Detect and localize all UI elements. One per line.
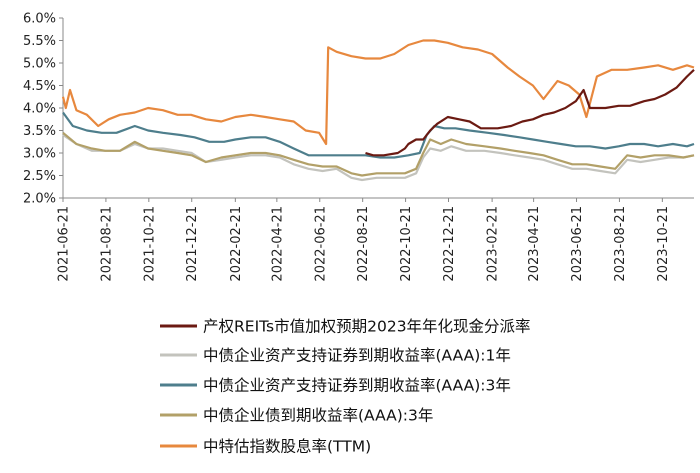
x-tick-label: 2022-02-21: [229, 206, 244, 282]
legend-label-4: 中特估指数股息率(TTM): [203, 438, 371, 456]
y-tick-label: 2.5%: [23, 169, 56, 184]
x-tick-label: 2021-06-21: [57, 206, 72, 282]
legend: 产权REITs市值加权预期2023年年化现金分派率中债企业资产支持证券到期收益率…: [160, 318, 531, 456]
series-line-2: [62, 111, 695, 159]
legend-label-3: 中债企业债到期收益率(AAA):3年: [203, 407, 433, 425]
y-tick-label: 2.0%: [23, 192, 56, 207]
y-tick-label: 6.0%: [23, 12, 56, 27]
legend-label-2: 中债企业资产支持证券到期收益率(AAA):3年: [203, 377, 511, 395]
chart-axes: 2.0% 2.5% 3.0% 3.5% 4.0% 4.5% 5.0% 5.5% 6.0% 2021…: [23, 12, 694, 282]
series-line-3: [62, 131, 695, 177]
x-tick-label: 2021-10-21: [142, 206, 157, 282]
x-tick-label: 2022-04-21: [270, 206, 285, 282]
series-layer: [61, 39, 695, 182]
legend-label-1: 中债企业资产支持证券到期收益率(AAA):1年: [203, 347, 511, 365]
x-tick-label: 2023-04-21: [527, 206, 542, 282]
x-tick-label: 2021-08-21: [99, 206, 114, 282]
x-tick-label: 2022-12-21: [442, 206, 457, 282]
x-tick-label: 2021-12-21: [185, 206, 200, 282]
y-tick-label: 5.0%: [23, 57, 56, 72]
y-tick-label: 4.5%: [23, 79, 56, 94]
x-tick-label: 2023-02-21: [486, 206, 501, 282]
y-tick-label: 5.5%: [23, 34, 56, 49]
y-tick-label: 3.0%: [23, 147, 56, 162]
x-tick-label: 2023-08-21: [613, 206, 628, 282]
series-line-1: [62, 134, 695, 182]
series-line-0: [365, 69, 695, 157]
x-tick-label: 2023-06-21: [570, 206, 585, 282]
x-tick-label: 2022-08-21: [356, 206, 371, 282]
y-tick-label: 4.0%: [23, 102, 56, 117]
y-tick-label: 3.5%: [23, 124, 56, 139]
x-tick-label: 2022-10-21: [399, 206, 414, 282]
x-tick-label: 2023-10-21: [656, 206, 671, 282]
x-tick-label: 2022-06-21: [313, 206, 328, 282]
series-line-4: [61, 39, 695, 146]
legend-label-0: 产权REITs市值加权预期2023年年化现金分派率: [203, 318, 531, 336]
